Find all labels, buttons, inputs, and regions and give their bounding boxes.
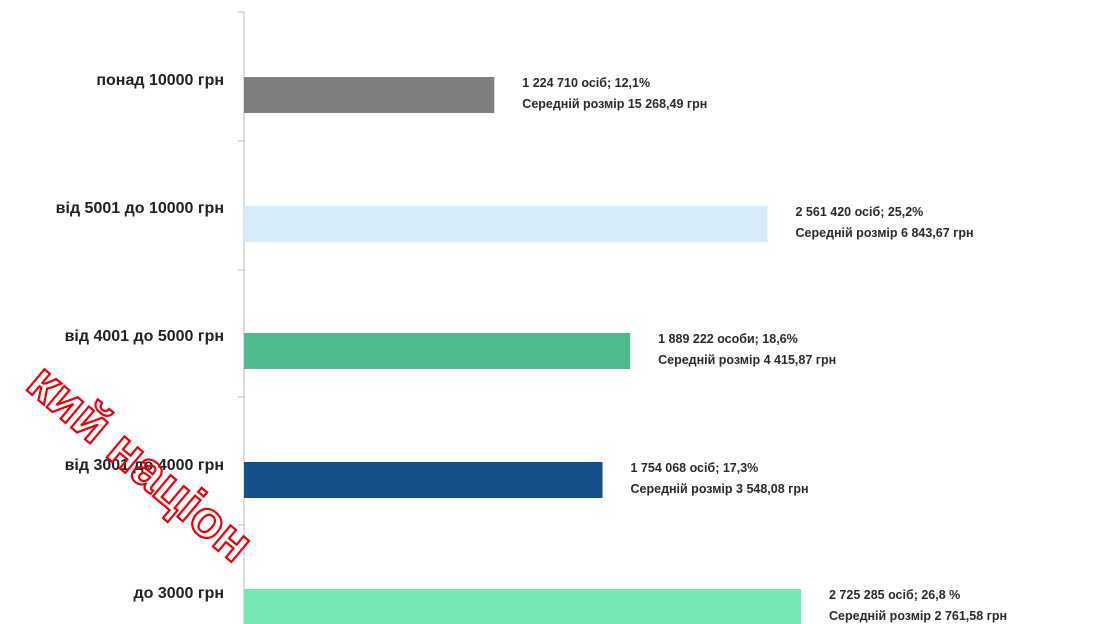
data-label-average: Середній розмір 6 843,67 грн bbox=[796, 226, 974, 240]
data-label-average: Середній розмір 4 415,87 грн bbox=[658, 353, 836, 367]
data-label-average: Середній розмір 15 268,49 грн bbox=[522, 97, 707, 111]
data-label-average: Середній розмір 2 761,58 грн bbox=[829, 609, 1007, 623]
data-label-count: 1 754 068 осіб; 17,3% bbox=[631, 461, 759, 475]
data-label-average: Середній розмір 3 548,08 грн bbox=[631, 482, 809, 496]
bar bbox=[244, 589, 801, 624]
category-label: від 3001 до 4000 грн bbox=[65, 457, 224, 474]
bar bbox=[244, 462, 603, 498]
data-labels: 1 224 710 осіб; 12,1% Середній розмір 15 … bbox=[522, 76, 1007, 623]
category-label: від 4001 до 5000 грн bbox=[65, 328, 224, 345]
category-labels: понад 10000 грн від 5001 до 10000 грн від … bbox=[56, 72, 224, 602]
category-label: понад 10000 грн bbox=[96, 72, 224, 89]
data-label-count: 1 889 222 особи; 18,6% bbox=[658, 332, 798, 346]
watermark: кий націон bbox=[15, 352, 265, 575]
data-label-count: 2 561 420 осіб; 25,2% bbox=[796, 205, 924, 219]
category-label: від 5001 до 10000 грн bbox=[56, 200, 224, 217]
data-label-count: 1 224 710 осіб; 12,1% bbox=[522, 76, 650, 90]
bar bbox=[244, 333, 631, 369]
category-label: до 3000 грн bbox=[133, 585, 224, 602]
bar bbox=[244, 206, 768, 242]
bars-layer bbox=[244, 77, 801, 624]
axis-layer bbox=[238, 11, 245, 624]
watermark-text: кий націон bbox=[16, 353, 263, 574]
data-label-count: 2 725 285 осіб; 26,8 % bbox=[829, 588, 960, 602]
bar bbox=[244, 77, 495, 113]
